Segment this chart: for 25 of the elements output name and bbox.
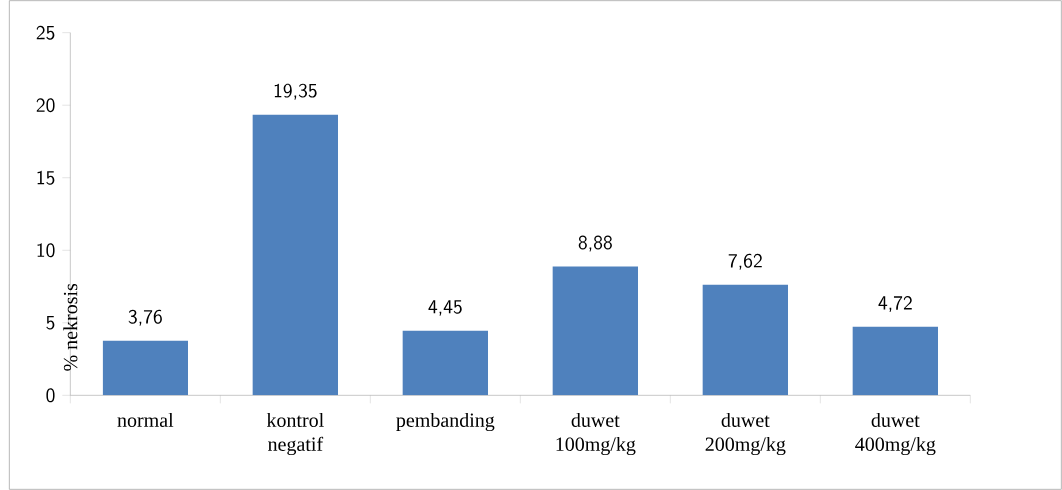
data-label: 19,35 (274, 83, 317, 100)
y-tick-label: 15 (37, 170, 55, 185)
y-tick-label: 10 (37, 243, 55, 258)
bar (402, 330, 489, 396)
bar (852, 326, 939, 396)
x-tick-label: kontrol negatif (266, 412, 324, 456)
data-label: 8,88 (578, 235, 612, 252)
y-tick-label: 20 (36, 98, 55, 113)
y-tick-label: 0 (46, 388, 55, 403)
bar (252, 114, 339, 396)
y-axis-title: % nekrosis (63, 283, 78, 371)
x-tick-label: duwet 100mg/kg (556, 412, 636, 456)
data-label: 7,62 (728, 253, 762, 270)
data-label: 3,76 (128, 309, 162, 326)
y-tick-label: 25 (36, 25, 55, 40)
x-tick-label: duwet 400mg/kg (855, 412, 936, 456)
x-tick-label: normal (117, 412, 174, 427)
y-tick-label: 5 (46, 316, 55, 330)
x-tick-label: pembanding (396, 412, 495, 432)
data-label: 4,45 (428, 300, 462, 316)
bar (702, 284, 789, 396)
x-tick-label: duwet 200mg/kg (705, 412, 786, 456)
bar (102, 340, 188, 396)
bar (552, 266, 639, 396)
data-label: 4,72 (878, 295, 912, 312)
